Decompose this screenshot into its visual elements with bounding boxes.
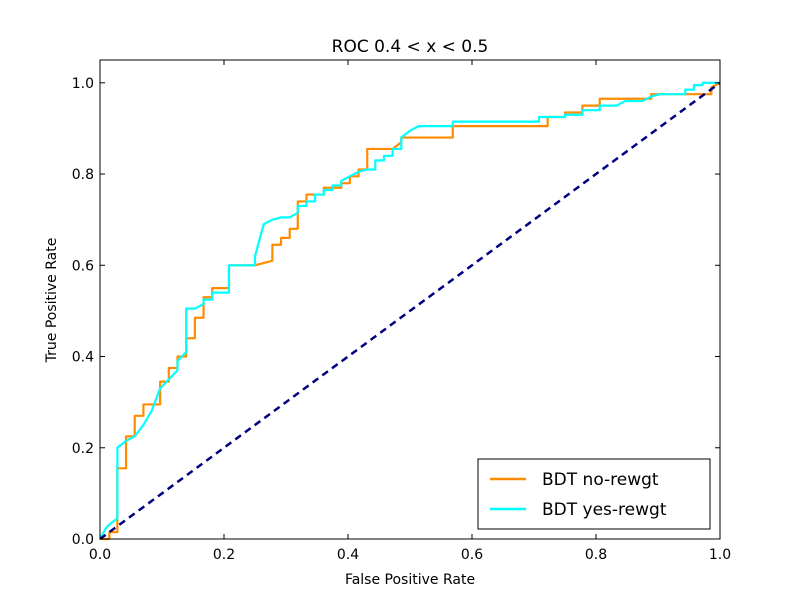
x-tick-label: 0.4 — [337, 547, 359, 563]
x-tick-label: 0.0 — [89, 547, 111, 563]
y-tick-label: 0.2 — [72, 441, 94, 457]
x-tick-label: 1.0 — [709, 547, 731, 563]
y-tick-label: 1.0 — [72, 76, 94, 92]
plot-area — [99, 81, 721, 541]
x-tick-label: 0.8 — [585, 547, 607, 563]
y-tick-label: 0.0 — [72, 532, 94, 548]
legend: BDT no-rewgt BDT yes-rewgt — [477, 458, 711, 530]
x-axis-label: False Positive Rate — [345, 572, 475, 588]
diagonal-reference-line — [99, 81, 721, 541]
legend-label: BDT no-rewgt — [542, 470, 659, 490]
plot-frame — [99, 59, 721, 540]
legend-box — [477, 458, 711, 530]
y-tick-label: 0.6 — [72, 258, 94, 274]
chart-title: ROC 0.4 < x < 0.5 — [332, 37, 489, 57]
series-line-1 — [99, 81, 720, 540]
axis-ticks: 0.0 0.2 0.4 0.6 0.8 1.0 0.0 0.2 0.4 0.6 0.8 1.0 — [72, 60, 731, 563]
y-tick-label: 0.4 — [72, 350, 94, 366]
y-tick-label: 0.8 — [72, 167, 94, 183]
legend-label: BDT yes-rewgt — [542, 500, 667, 520]
x-tick-label: 0.2 — [213, 547, 235, 563]
y-axis-label: True Positive Rate — [44, 238, 60, 364]
x-tick-label: 0.6 — [461, 547, 483, 563]
